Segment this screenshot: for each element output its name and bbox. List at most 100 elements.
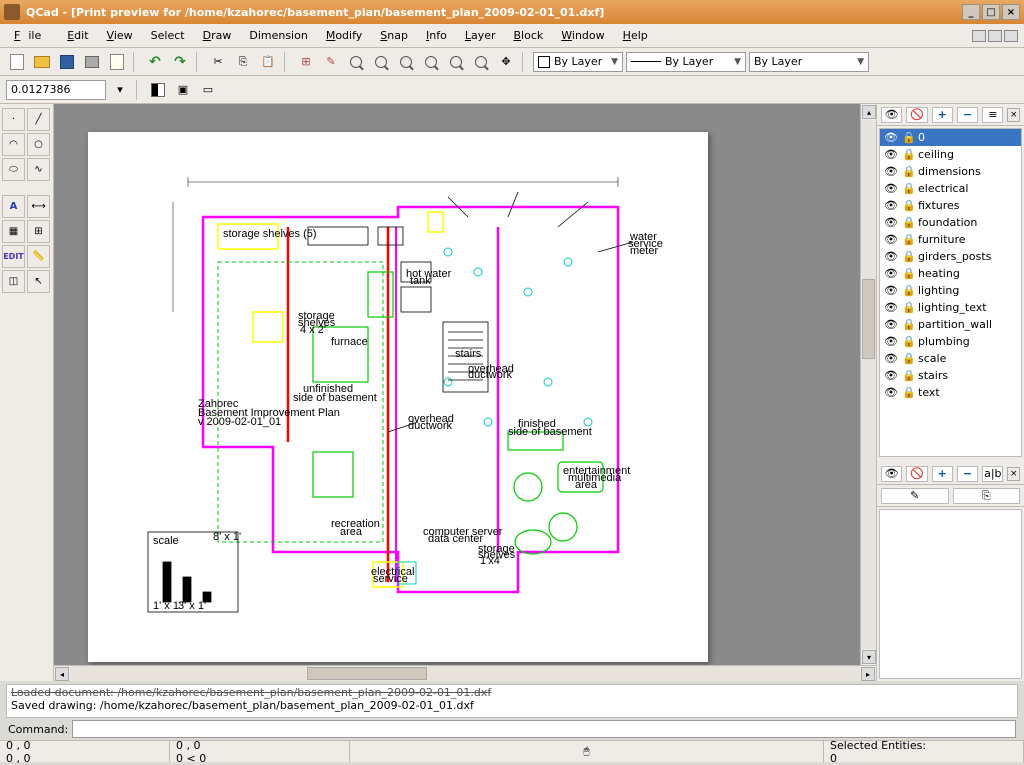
block-list[interactable]	[879, 509, 1022, 679]
save-button[interactable]	[56, 51, 78, 73]
menu-snap[interactable]: Snap	[372, 27, 416, 44]
tool-dimension[interactable]: ⟷	[27, 195, 50, 218]
close-button[interactable]: ×	[1002, 4, 1020, 20]
scroll-left-button[interactable]: ◂	[55, 667, 69, 681]
tool-point[interactable]: ·	[2, 108, 25, 131]
layer-row[interactable]: 👁🔒plumbing	[880, 333, 1021, 350]
layer-row[interactable]: 👁🔒heating	[880, 265, 1021, 282]
layer-row[interactable]: 👁🔒furniture	[880, 231, 1021, 248]
zoom-auto-button[interactable]	[420, 51, 442, 73]
tool-text[interactable]: A	[2, 195, 25, 218]
tool-spline[interactable]: ∿	[27, 158, 50, 181]
maximize-button[interactable]: □	[982, 4, 1000, 20]
command-input[interactable]	[72, 720, 1016, 738]
layer-row[interactable]: 👁🔒foundation	[880, 214, 1021, 231]
zoom-in-button[interactable]	[370, 51, 392, 73]
tool-edit[interactable]: EDIT	[2, 245, 25, 268]
center-button[interactable]: ▣	[172, 79, 194, 101]
tool-arc[interactable]: ◠	[2, 133, 25, 156]
menu-file[interactable]: File	[6, 27, 57, 44]
block-insert-button[interactable]: ⎘	[953, 488, 1021, 504]
layer-row[interactable]: 👁🔒0	[880, 129, 1021, 146]
layer-remove-button[interactable]: −	[957, 107, 978, 123]
layer-row[interactable]: 👁🔒electrical	[880, 180, 1021, 197]
linetype-combo[interactable]: By Layer▼	[749, 52, 869, 72]
menu-block[interactable]: Block	[506, 27, 552, 44]
scroll-up-button[interactable]: ▴	[862, 105, 876, 119]
grid-button[interactable]: ⊞	[295, 51, 317, 73]
block-panel-close-button[interactable]: ×	[1007, 467, 1020, 481]
menu-info[interactable]: Info	[418, 27, 455, 44]
menu-select[interactable]: Select	[143, 27, 193, 44]
fit-button[interactable]: ▭	[197, 79, 219, 101]
block-rename-button[interactable]: a|b	[982, 466, 1003, 482]
menu-modify[interactable]: Modify	[318, 27, 370, 44]
new-button[interactable]	[6, 51, 28, 73]
layer-row[interactable]: 👁🔒girders_posts	[880, 248, 1021, 265]
menu-layer[interactable]: Layer	[457, 27, 504, 44]
tool-circle[interactable]: ○	[27, 133, 50, 156]
block-showall-button[interactable]: 👁	[881, 466, 902, 482]
block-remove-button[interactable]: −	[957, 466, 978, 482]
layer-list[interactable]: 👁🔒0👁🔒ceiling👁🔒dimensions👁🔒electrical👁🔒fi…	[879, 128, 1022, 457]
draft-button[interactable]: ✎	[320, 51, 342, 73]
zoom-out-button[interactable]	[395, 51, 417, 73]
copy-button[interactable]: ⎘	[232, 51, 254, 73]
zoom-pan-button[interactable]: ✥	[495, 51, 517, 73]
drawing-canvas[interactable]: Zahorec Basement Improvement Plan v 2009…	[54, 104, 860, 665]
layer-row[interactable]: 👁🔒lighting_text	[880, 299, 1021, 316]
menu-help[interactable]: Help	[615, 27, 656, 44]
tool-block[interactable]: ◫	[2, 270, 25, 293]
layer-hideall-button[interactable]: 🚫	[906, 107, 927, 123]
mdi-close-button[interactable]	[1004, 30, 1018, 42]
block-add-button[interactable]: +	[932, 466, 953, 482]
layer-row[interactable]: 👁🔒stairs	[880, 367, 1021, 384]
scroll-down-button[interactable]: ▾	[862, 650, 876, 664]
tool-ellipse[interactable]: ⬭	[2, 158, 25, 181]
menu-window[interactable]: Window	[553, 27, 612, 44]
layer-row[interactable]: 👁🔒ceiling	[880, 146, 1021, 163]
scale-down-button[interactable]: ▾	[109, 79, 131, 101]
layer-showall-button[interactable]: 👁	[881, 107, 902, 123]
layer-row[interactable]: 👁🔒partition_wall	[880, 316, 1021, 333]
mdi-minimize-button[interactable]	[972, 30, 986, 42]
tool-hatch[interactable]: ▦	[2, 220, 25, 243]
scroll-right-button[interactable]: ▸	[861, 667, 875, 681]
print-preview-button[interactable]	[106, 51, 128, 73]
layer-row[interactable]: 👁🔒dimensions	[880, 163, 1021, 180]
tool-select[interactable]: ↖	[27, 270, 50, 293]
layer-row[interactable]: 👁🔒lighting	[880, 282, 1021, 299]
layer-row[interactable]: 👁🔒fixtures	[880, 197, 1021, 214]
minimize-button[interactable]: _	[962, 4, 980, 20]
layer-panel-close-button[interactable]: ×	[1007, 108, 1020, 122]
color-combo[interactable]: By Layer▼	[533, 52, 623, 72]
layer-add-button[interactable]: +	[932, 107, 953, 123]
block-edit-button[interactable]: ✎	[881, 488, 949, 504]
menu-draw[interactable]: Draw	[195, 27, 240, 44]
zoom-prev-button[interactable]	[445, 51, 467, 73]
bw-button[interactable]	[147, 79, 169, 101]
zoom-window-button[interactable]	[470, 51, 492, 73]
menu-edit[interactable]: Edit	[59, 27, 96, 44]
paste-button[interactable]: 📋	[257, 51, 279, 73]
redo-button[interactable]: ↷	[169, 51, 191, 73]
zoom-redraw-button[interactable]	[345, 51, 367, 73]
scale-input[interactable]	[6, 80, 106, 100]
undo-button[interactable]: ↶	[144, 51, 166, 73]
mdi-restore-button[interactable]	[988, 30, 1002, 42]
tool-measure[interactable]: 📏	[27, 245, 50, 268]
print-button[interactable]	[81, 51, 103, 73]
linewidth-combo[interactable]: By Layer▼	[626, 52, 746, 72]
layer-edit-button[interactable]: ≡	[982, 107, 1003, 123]
layer-row[interactable]: 👁🔒text	[880, 384, 1021, 401]
tool-image[interactable]: ⊞	[27, 220, 50, 243]
tool-line[interactable]: ╱	[27, 108, 50, 131]
menu-view[interactable]: View	[99, 27, 141, 44]
layer-row[interactable]: 👁🔒scale	[880, 350, 1021, 367]
block-hideall-button[interactable]: 🚫	[906, 466, 927, 482]
vertical-scrollbar[interactable]: ▴ ▾	[860, 104, 876, 665]
open-button[interactable]	[31, 51, 53, 73]
menu-dimension[interactable]: Dimension	[241, 27, 315, 44]
horizontal-scrollbar[interactable]: ◂ ▸	[54, 665, 876, 681]
cut-button[interactable]: ✂	[207, 51, 229, 73]
